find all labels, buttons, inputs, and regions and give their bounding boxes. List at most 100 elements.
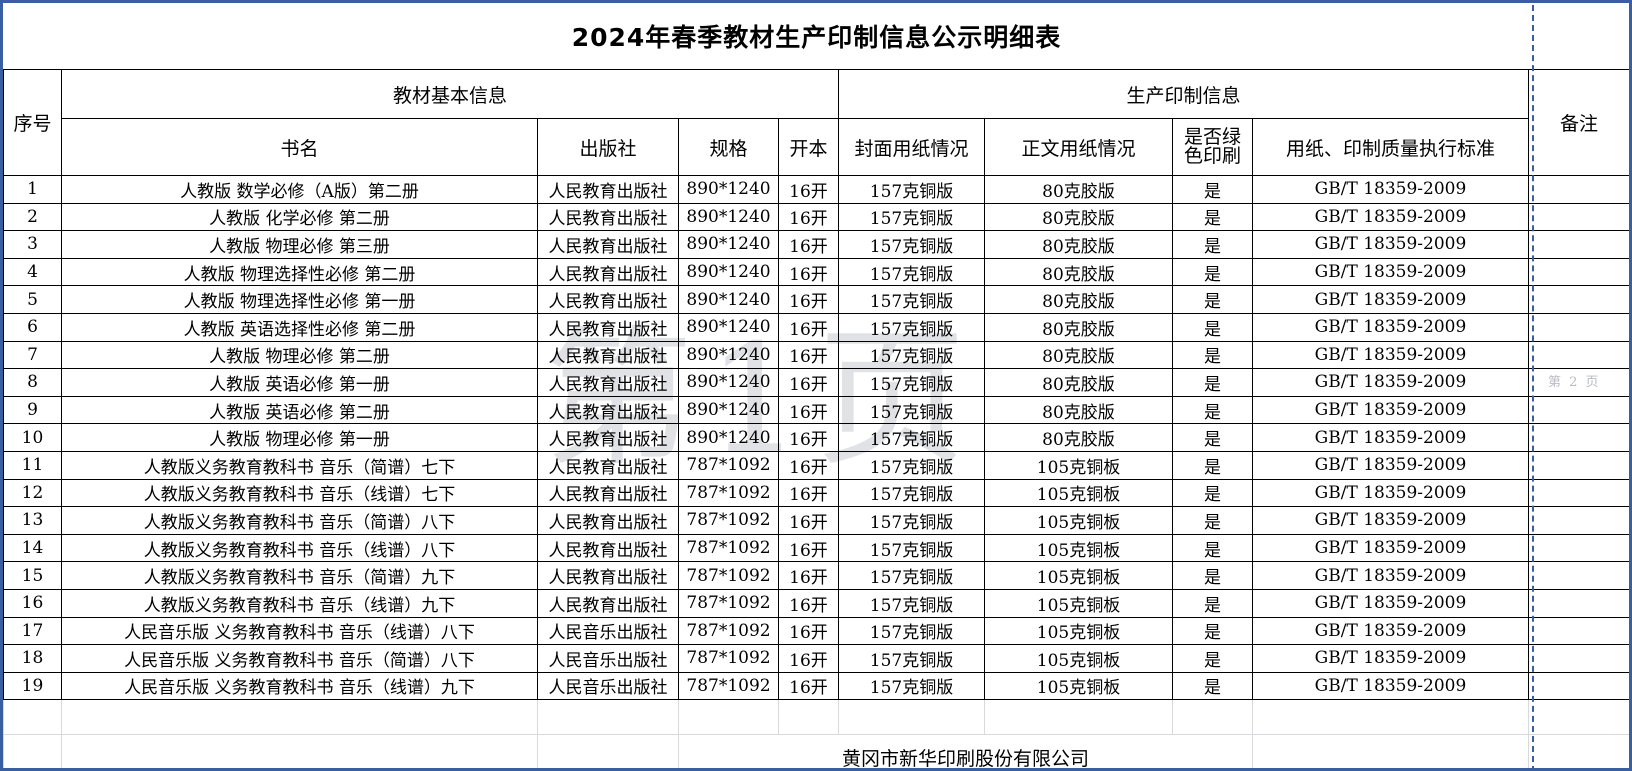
cell-green-print[interactable]: 是 <box>1172 588 1253 618</box>
cell-book-name[interactable]: 人教版 物理选择性必修 第一册 <box>61 285 538 314</box>
cell-publisher[interactable]: 人民教育出版社 <box>537 588 679 618</box>
cell-green-print[interactable]: 是 <box>1172 561 1253 590</box>
cell-publisher[interactable]: 人民教育出版社 <box>537 450 679 480</box>
cell-publisher[interactable]: 人民教育出版社 <box>537 478 679 508</box>
cell-remark[interactable] <box>1528 561 1629 590</box>
cell-book-name[interactable]: 人教版 英语选择性必修 第二册 <box>61 312 538 342</box>
cell-green-print[interactable]: 是 <box>1172 202 1253 232</box>
cell-cover-paper[interactable]: 157克铜版 <box>838 506 985 535</box>
table-row[interactable]: 8 人教版 英语必修 第一册 人民教育出版社 890*1240 16开 157克铜版 80克… <box>3 368 1629 397</box>
cell-book-name[interactable]: 人民音乐版 义务教育教科书 音乐（线谱）八下 <box>61 616 538 646</box>
cell-remark[interactable] <box>1528 671 1629 701</box>
cell-text-paper[interactable]: 80克胶版 <box>984 340 1173 370</box>
cell-cover-paper[interactable]: 157克铜版 <box>838 395 985 425</box>
cell-format[interactable]: 16开 <box>778 506 839 535</box>
cell-format[interactable]: 16开 <box>778 671 839 701</box>
cell-text-paper[interactable]: 80克胶版 <box>984 257 1173 287</box>
cell-format[interactable]: 16开 <box>778 368 839 397</box>
cell-green-print[interactable]: 是 <box>1172 230 1253 259</box>
cell-index[interactable]: 19 <box>3 671 62 701</box>
cell-publisher[interactable]: 人民教育出版社 <box>537 506 679 535</box>
cell-cover-paper[interactable]: 157克铜版 <box>838 533 985 563</box>
cell-publisher[interactable]: 人民教育出版社 <box>537 202 679 232</box>
cell-remark[interactable] <box>1528 368 1629 397</box>
table-row[interactable]: 6 人教版 英语选择性必修 第二册 人民教育出版社 890*1240 16开 157克铜版… <box>3 312 1629 342</box>
cell-remark[interactable] <box>1528 340 1629 370</box>
cell-cover-paper[interactable]: 157克铜版 <box>838 644 985 673</box>
table-row[interactable]: 9 人教版 英语必修 第二册 人民教育出版社 890*1240 16开 157克铜版 80克… <box>3 395 1629 425</box>
cell-index[interactable]: 5 <box>3 285 62 314</box>
cell-quality-standard[interactable]: GB/T 18359-2009 <box>1252 395 1529 425</box>
cell-book-name[interactable]: 人教版 英语必修 第二册 <box>61 395 538 425</box>
table-row[interactable]: 18 人民音乐版 义务教育教科书 音乐（简谱）八下 人民音乐出版社 787*1092 1… <box>3 644 1629 673</box>
cell-green-print[interactable]: 是 <box>1172 285 1253 314</box>
cell-quality-standard[interactable]: GB/T 18359-2009 <box>1252 285 1529 314</box>
cell-spec[interactable]: 787*1092 <box>678 561 779 590</box>
cell-publisher[interactable]: 人民教育出版社 <box>537 533 679 563</box>
cell-text-paper[interactable]: 80克胶版 <box>984 285 1173 314</box>
cell-book-name[interactable]: 人教版义务教育教科书 音乐（线谱）八下 <box>61 533 538 563</box>
cell-cover-paper[interactable]: 157克铜版 <box>838 257 985 287</box>
cell-green-print[interactable]: 是 <box>1172 671 1253 701</box>
cell-publisher[interactable]: 人民教育出版社 <box>537 312 679 342</box>
cell-spec[interactable]: 787*1092 <box>678 644 779 673</box>
cell-index[interactable]: 9 <box>3 395 62 425</box>
cell-index[interactable]: 7 <box>3 340 62 370</box>
cell-text-paper[interactable]: 80克胶版 <box>984 312 1173 342</box>
cell-index[interactable]: 1 <box>3 175 62 204</box>
cell-remark[interactable] <box>1528 285 1629 314</box>
cell-format[interactable]: 16开 <box>778 533 839 563</box>
cell-text-paper[interactable]: 105克铜板 <box>984 450 1173 480</box>
table-row[interactable]: 16 人教版义务教育教科书 音乐（线谱）九下 人民教育出版社 787*1092 16开 1… <box>3 588 1629 618</box>
cell-spec[interactable]: 890*1240 <box>678 395 779 425</box>
table-row[interactable]: 13 人教版义务教育教科书 音乐（简谱）八下 人民教育出版社 787*1092 16开 1… <box>3 506 1629 535</box>
cell-text-paper[interactable]: 80克胶版 <box>984 175 1173 204</box>
cell-remark[interactable] <box>1528 588 1629 618</box>
cell-text-paper[interactable]: 105克铜板 <box>984 533 1173 563</box>
cell-spec[interactable]: 787*1092 <box>678 533 779 563</box>
cell-cover-paper[interactable]: 157克铜版 <box>838 340 985 370</box>
cell-quality-standard[interactable]: GB/T 18359-2009 <box>1252 644 1529 673</box>
cell-publisher[interactable]: 人民音乐出版社 <box>537 616 679 646</box>
cell-index[interactable]: 15 <box>3 561 62 590</box>
cell-text-paper[interactable]: 105克铜板 <box>984 644 1173 673</box>
table-row[interactable]: 17 人民音乐版 义务教育教科书 音乐（线谱）八下 人民音乐出版社 787*1092 1… <box>3 616 1629 646</box>
cell-remark[interactable] <box>1528 533 1629 563</box>
cell-quality-standard[interactable]: GB/T 18359-2009 <box>1252 506 1529 535</box>
cell-index[interactable]: 6 <box>3 312 62 342</box>
cell-spec[interactable]: 787*1092 <box>678 616 779 646</box>
cell-text-paper[interactable]: 105克铜板 <box>984 478 1173 508</box>
cell-index[interactable]: 8 <box>3 368 62 397</box>
cell-remark[interactable] <box>1528 175 1629 204</box>
cell-format[interactable]: 16开 <box>778 450 839 480</box>
cell-remark[interactable] <box>1528 312 1629 342</box>
cell-format[interactable]: 16开 <box>778 616 839 646</box>
cell-quality-standard[interactable]: GB/T 18359-2009 <box>1252 175 1529 204</box>
cell-spec[interactable]: 890*1240 <box>678 230 779 259</box>
cell-book-name[interactable]: 人教版 物理必修 第三册 <box>61 230 538 259</box>
cell-spec[interactable]: 890*1240 <box>678 423 779 452</box>
cell-publisher[interactable]: 人民教育出版社 <box>537 368 679 397</box>
cell-book-name[interactable]: 人教版义务教育教科书 音乐（线谱）九下 <box>61 588 538 618</box>
cell-spec[interactable]: 787*1092 <box>678 671 779 701</box>
cell-quality-standard[interactable]: GB/T 18359-2009 <box>1252 230 1529 259</box>
cell-format[interactable]: 16开 <box>778 230 839 259</box>
cell-book-name[interactable]: 人教版义务教育教科书 音乐（简谱）九下 <box>61 561 538 590</box>
cell-cover-paper[interactable]: 157克铜版 <box>838 588 985 618</box>
cell-cover-paper[interactable]: 157克铜版 <box>838 202 985 232</box>
cell-green-print[interactable]: 是 <box>1172 257 1253 287</box>
cell-spec[interactable]: 890*1240 <box>678 285 779 314</box>
cell-format[interactable]: 16开 <box>778 285 839 314</box>
cell-green-print[interactable]: 是 <box>1172 616 1253 646</box>
cell-publisher[interactable]: 人民教育出版社 <box>537 230 679 259</box>
cell-format[interactable]: 16开 <box>778 395 839 425</box>
cell-cover-paper[interactable]: 157克铜版 <box>838 230 985 259</box>
cell-format[interactable]: 16开 <box>778 175 839 204</box>
cell-spec[interactable]: 890*1240 <box>678 312 779 342</box>
cell-quality-standard[interactable]: GB/T 18359-2009 <box>1252 616 1529 646</box>
cell-index[interactable]: 3 <box>3 230 62 259</box>
cell-green-print[interactable]: 是 <box>1172 478 1253 508</box>
cell-book-name[interactable]: 人教版 物理选择性必修 第二册 <box>61 257 538 287</box>
cell-book-name[interactable]: 人教版 化学必修 第二册 <box>61 202 538 232</box>
cell-remark[interactable] <box>1528 230 1629 259</box>
